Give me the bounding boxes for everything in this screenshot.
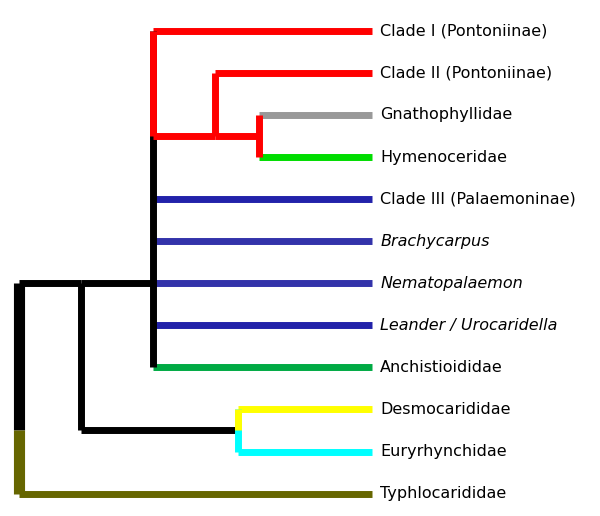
- Text: Hymenoceridae: Hymenoceridae: [380, 150, 507, 165]
- Text: Leander / Urocaridella: Leander / Urocaridella: [380, 318, 557, 333]
- Text: Nematopalaemon: Nematopalaemon: [380, 276, 523, 291]
- Text: Clade III (Palaemoninae): Clade III (Palaemoninae): [380, 191, 576, 206]
- Text: Typhlocarididae: Typhlocarididae: [380, 486, 506, 501]
- Text: Desmocarididae: Desmocarididae: [380, 402, 511, 417]
- Text: Clade I (Pontoniinae): Clade I (Pontoniinae): [380, 23, 547, 38]
- Text: Euryrhynchidae: Euryrhynchidae: [380, 444, 506, 459]
- Text: Anchistioididae: Anchistioididae: [380, 360, 503, 375]
- Text: Brachycarpus: Brachycarpus: [380, 234, 490, 249]
- Text: Gnathophyllidae: Gnathophyllidae: [380, 107, 512, 122]
- Text: Clade II (Pontoniinae): Clade II (Pontoniinae): [380, 66, 552, 80]
